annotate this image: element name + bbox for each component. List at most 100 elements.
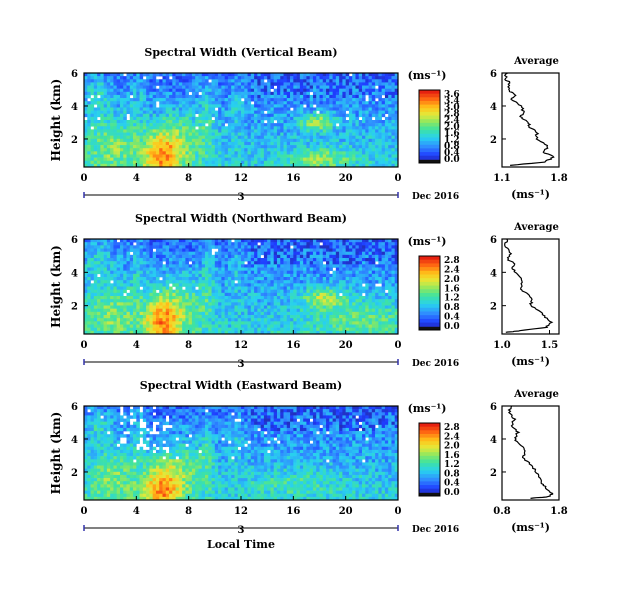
heatmap-cell <box>169 107 173 111</box>
heatmap-cell <box>97 242 101 246</box>
heatmap-cell <box>172 73 176 77</box>
heatmap-cell <box>276 126 281 130</box>
heatmap-cell <box>270 145 275 149</box>
heatmap-cell <box>221 327 225 332</box>
heatmap-cell <box>312 264 317 268</box>
heatmap-cell <box>241 258 245 262</box>
heatmap-cell <box>339 160 343 165</box>
heatmap-cell <box>276 254 281 259</box>
heatmap-cell <box>152 299 157 303</box>
heatmap-cell <box>195 245 199 249</box>
heatmap-cell <box>309 302 314 306</box>
heatmap-cell <box>87 141 91 146</box>
heatmap-cell <box>142 110 147 115</box>
heatmap-cell <box>224 88 229 93</box>
heatmap-cell <box>244 245 248 249</box>
heatmap-cell <box>123 267 127 271</box>
heatmap-cell <box>263 138 268 143</box>
heatmap-cell <box>116 264 121 268</box>
heatmap-cell <box>244 242 248 246</box>
heatmap-cell <box>234 277 239 281</box>
heatmap-cell <box>237 264 242 268</box>
heatmap-cell <box>345 157 350 162</box>
heatmap-cell <box>309 242 314 246</box>
heatmap-cell <box>159 160 163 165</box>
heatmap-cell <box>384 148 389 152</box>
heatmap-cell <box>231 116 235 121</box>
heatmap-cell <box>185 267 189 271</box>
heatmap-cell <box>388 135 392 140</box>
colorbar-swatch <box>419 90 440 95</box>
heatmap-cell <box>273 286 278 290</box>
heatmap-cell <box>97 126 101 130</box>
heatmap-cell <box>201 330 206 335</box>
heatmap-cell <box>149 245 153 249</box>
heatmap-cell <box>309 264 314 268</box>
heatmap-cell <box>113 148 118 152</box>
heatmap-cell <box>198 135 203 140</box>
heatmap-cell <box>273 91 278 96</box>
heatmap-cell <box>175 107 180 111</box>
heatmap-cell <box>326 113 330 118</box>
heatmap-cell <box>276 302 281 306</box>
heatmap-cell <box>211 123 216 127</box>
heatmap-cell <box>172 261 176 265</box>
heatmap-cell <box>332 154 337 158</box>
heatmap-cell <box>332 94 337 99</box>
heatmap-cell <box>276 264 281 268</box>
heatmap-cell <box>286 251 291 256</box>
heatmap-cell <box>312 107 317 111</box>
heatmap-cell <box>198 299 203 303</box>
heatmap-cell <box>211 239 216 243</box>
heatmap-cell <box>178 248 183 252</box>
heatmap-cell <box>254 311 258 316</box>
heatmap-cell <box>303 261 307 265</box>
heatmap-cell <box>290 123 294 127</box>
heatmap-cell <box>93 305 98 309</box>
heatmap-cell <box>273 129 278 133</box>
heatmap-cell <box>119 141 124 146</box>
heatmap-cell <box>159 141 163 146</box>
heatmap-cell <box>326 82 330 86</box>
heatmap-cell <box>273 160 278 165</box>
heatmap-cell <box>254 261 258 265</box>
heatmap-cell <box>244 107 248 111</box>
heatmap-cell <box>149 330 153 335</box>
heatmap-cell <box>103 330 108 335</box>
heatmap-cell <box>110 330 114 335</box>
heatmap-cell <box>332 145 337 149</box>
heatmap-cell <box>241 160 245 165</box>
heatmap-cell <box>303 248 307 252</box>
heatmap-cell <box>348 157 353 162</box>
heatmap-cell <box>303 145 307 149</box>
heatmap-cell <box>273 148 278 152</box>
heatmap-cell <box>348 110 353 115</box>
heatmap-cell <box>142 327 147 332</box>
heatmap-cell <box>159 248 163 252</box>
heatmap-cell <box>90 110 95 115</box>
heatmap-cell <box>267 245 271 249</box>
heatmap-cell <box>319 132 324 136</box>
heatmap-cell <box>237 91 242 96</box>
heatmap-cell <box>159 299 163 303</box>
heatmap-cell <box>103 110 108 115</box>
heatmap-cell <box>263 311 268 316</box>
heatmap-cell <box>188 79 193 83</box>
heatmap-cell <box>234 321 239 325</box>
heatmap-cell <box>162 126 167 130</box>
heatmap-cell <box>100 239 104 243</box>
heatmap-cell <box>214 242 219 246</box>
heatmap-cell <box>263 327 268 332</box>
heatmap-cell <box>352 98 356 102</box>
heatmap-cell <box>165 120 170 124</box>
heatmap-cell <box>231 148 235 152</box>
heatmap-cell <box>198 296 203 300</box>
heatmap-cell <box>214 157 219 162</box>
heatmap-cell <box>87 138 91 143</box>
heatmap-cell <box>87 104 91 108</box>
heatmap-cell <box>375 120 379 124</box>
heatmap-cell <box>227 85 232 89</box>
heatmap-cell <box>126 135 131 140</box>
heatmap-cell <box>218 135 222 140</box>
heatmap-cell <box>208 151 212 155</box>
